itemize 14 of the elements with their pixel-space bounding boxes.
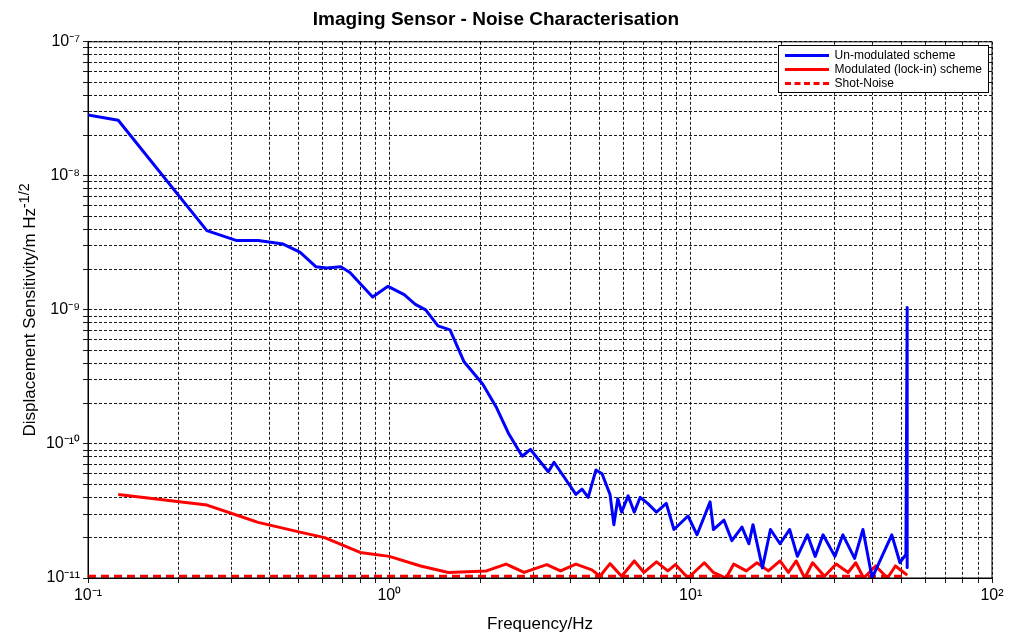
x-tick-label: 10⁻¹ bbox=[73, 586, 103, 604]
y-tick-label: 10⁻⁹ bbox=[50, 300, 80, 318]
y-tick-label: 10⁻¹⁰ bbox=[45, 434, 80, 452]
chart-title: Imaging Sensor - Noise Characterisation bbox=[312, 7, 680, 29]
legend-label: Shot-Noise bbox=[834, 76, 894, 90]
x-tick-label: 10⁰ bbox=[377, 586, 402, 604]
y-tick-label: 10⁻¹¹ bbox=[46, 568, 80, 586]
legend-label: Modulated (lock-in) scheme bbox=[834, 62, 982, 76]
x-tick-label: 10¹ bbox=[679, 586, 703, 604]
x-axis-title: Frequency/Hz bbox=[487, 614, 593, 634]
x-tick-label: 10² bbox=[980, 586, 1005, 604]
legend-label: Un-modulated scheme bbox=[834, 48, 956, 62]
y-tick-label: 10⁻⁷ bbox=[51, 32, 81, 50]
y-tick-label: 10⁻⁸ bbox=[50, 166, 80, 184]
